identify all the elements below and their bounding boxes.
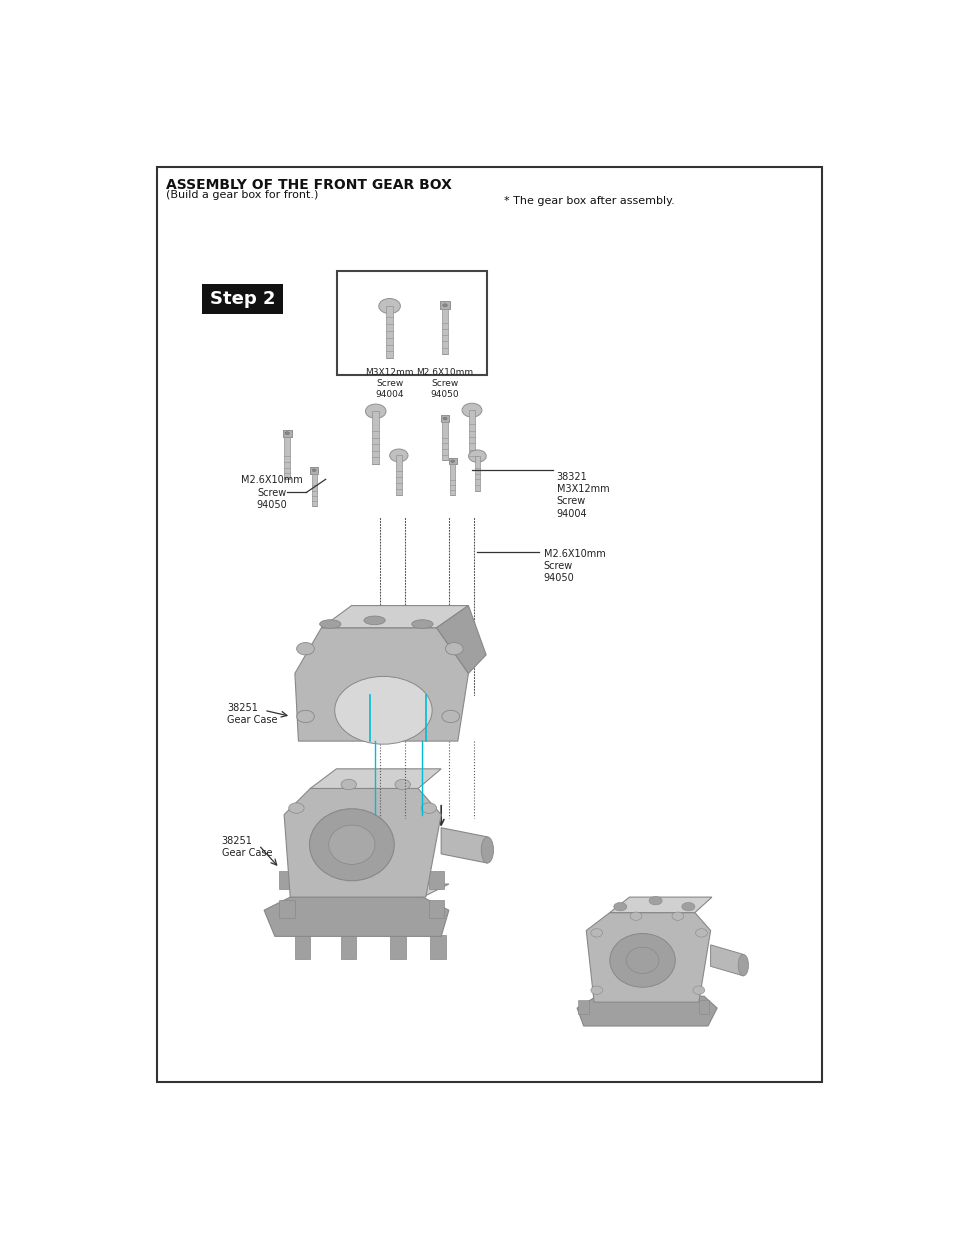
Ellipse shape — [461, 403, 481, 417]
Ellipse shape — [395, 779, 410, 789]
Text: 38321
M3X12mm
Screw
94004: 38321 M3X12mm Screw 94004 — [557, 472, 609, 519]
Ellipse shape — [738, 955, 748, 976]
Ellipse shape — [335, 677, 432, 745]
Bar — [578, 1000, 588, 1014]
Ellipse shape — [445, 642, 462, 655]
Polygon shape — [264, 897, 449, 936]
Text: 38251
Gear Case: 38251 Gear Case — [227, 703, 277, 725]
Ellipse shape — [681, 903, 694, 911]
Ellipse shape — [451, 459, 455, 462]
Ellipse shape — [329, 825, 375, 864]
Ellipse shape — [296, 710, 314, 722]
Text: * The gear box after assembly.: * The gear box after assembly. — [503, 196, 674, 206]
Bar — [386, 306, 393, 358]
Bar — [429, 871, 444, 889]
Ellipse shape — [289, 803, 304, 814]
Bar — [284, 437, 290, 479]
Ellipse shape — [312, 469, 315, 472]
Ellipse shape — [296, 642, 314, 655]
Bar — [282, 430, 292, 437]
Ellipse shape — [341, 779, 356, 789]
Ellipse shape — [480, 837, 493, 863]
Bar — [310, 467, 317, 473]
Bar — [430, 935, 445, 958]
Ellipse shape — [389, 450, 408, 462]
Bar — [336, 272, 487, 375]
Text: 38251
Gear Case: 38251 Gear Case — [221, 836, 272, 858]
Ellipse shape — [692, 986, 704, 994]
Polygon shape — [609, 897, 711, 913]
Polygon shape — [577, 997, 717, 1026]
Ellipse shape — [364, 616, 385, 625]
Polygon shape — [310, 769, 440, 788]
Ellipse shape — [468, 450, 486, 462]
Polygon shape — [294, 627, 468, 741]
Ellipse shape — [613, 903, 626, 911]
Bar — [442, 422, 447, 461]
Bar — [468, 410, 475, 456]
Ellipse shape — [378, 299, 400, 314]
Polygon shape — [436, 605, 486, 673]
Bar — [699, 1000, 709, 1014]
Ellipse shape — [441, 710, 459, 722]
Ellipse shape — [365, 404, 386, 419]
Ellipse shape — [412, 620, 433, 629]
Text: (Build a gear box for front.): (Build a gear box for front.) — [166, 190, 318, 200]
Polygon shape — [710, 945, 742, 976]
Text: ASSEMBLY OF THE FRONT GEAR BOX: ASSEMBLY OF THE FRONT GEAR BOX — [166, 178, 452, 191]
Bar — [202, 284, 283, 314]
Polygon shape — [290, 884, 449, 897]
Ellipse shape — [442, 417, 447, 420]
Ellipse shape — [420, 803, 436, 814]
Bar — [294, 935, 310, 958]
Ellipse shape — [442, 304, 447, 306]
Bar — [474, 456, 479, 490]
Bar — [312, 473, 316, 506]
Ellipse shape — [671, 911, 683, 920]
Ellipse shape — [648, 897, 661, 905]
Bar — [440, 415, 449, 422]
Ellipse shape — [609, 934, 675, 987]
Ellipse shape — [285, 432, 289, 435]
Bar — [441, 309, 448, 353]
Text: M2.6X10mm
Screw
94050: M2.6X10mm Screw 94050 — [416, 368, 473, 399]
Text: M3X12mm
Screw
94004: M3X12mm Screw 94004 — [365, 368, 414, 399]
Ellipse shape — [319, 620, 340, 629]
Bar — [279, 900, 294, 918]
Ellipse shape — [590, 986, 602, 994]
Bar — [449, 458, 456, 464]
Bar — [279, 871, 294, 889]
Ellipse shape — [590, 929, 602, 937]
Bar — [440, 301, 449, 309]
Polygon shape — [284, 788, 440, 897]
Ellipse shape — [309, 809, 394, 881]
Bar — [395, 456, 401, 495]
Bar — [450, 464, 455, 495]
Ellipse shape — [629, 911, 641, 920]
Ellipse shape — [695, 929, 706, 937]
Text: Step 2: Step 2 — [210, 290, 275, 308]
Bar — [390, 935, 405, 958]
Polygon shape — [321, 605, 468, 627]
Text: M2.6X10mm
Screw
94050: M2.6X10mm Screw 94050 — [241, 475, 302, 510]
Polygon shape — [440, 827, 487, 863]
Bar — [429, 900, 444, 918]
Bar — [341, 935, 356, 958]
Bar — [372, 411, 378, 464]
Text: M2.6X10mm
Screw
94050: M2.6X10mm Screw 94050 — [543, 548, 605, 583]
Polygon shape — [586, 913, 710, 1002]
Ellipse shape — [625, 947, 659, 973]
